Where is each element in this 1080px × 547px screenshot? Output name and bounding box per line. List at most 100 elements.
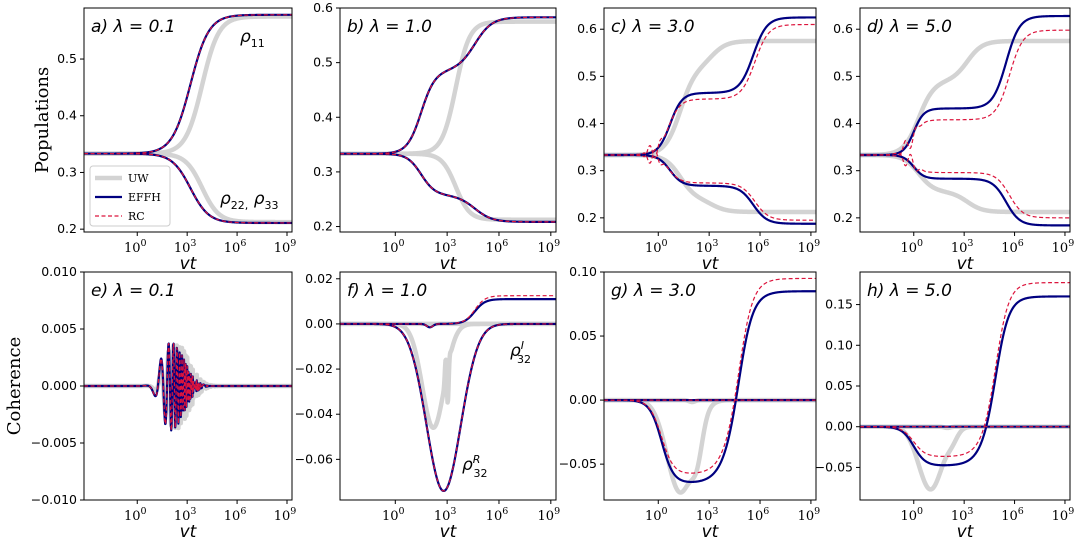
y-tick-label: 0.005 xyxy=(41,321,77,336)
legend-label-rc: RC xyxy=(128,210,145,223)
x-tick-label: 109 xyxy=(274,506,297,524)
series-rc-line-1 xyxy=(340,16,556,155)
panel-title: e) λ = 0.1 xyxy=(91,281,176,301)
axes-frame xyxy=(339,7,557,233)
series-rc-line-imag xyxy=(340,295,556,328)
panel-c: 100 103 106 109 0.2 0.3 0.4 0.5 0.6 vt c) λ = 3.0 xyxy=(577,7,821,274)
series-effh-line-2 xyxy=(340,152,556,223)
annotation: ρR 32 xyxy=(462,453,487,480)
x-axis-label: vt xyxy=(702,254,720,274)
x-tick-label: 106 xyxy=(747,238,770,256)
y-tick-label: 0.05 xyxy=(825,378,853,393)
annotation: ρI 32 xyxy=(510,339,531,366)
series-uw-line-2 xyxy=(340,151,556,222)
x-axis-label: vt xyxy=(957,522,975,542)
x-tick-label: 109 xyxy=(798,506,821,524)
series-group xyxy=(84,342,292,432)
series-rc-line-2 xyxy=(604,149,816,221)
panel-title: b) λ = 1.0 xyxy=(347,17,432,37)
series-group xyxy=(84,13,292,225)
x-tick-label: 109 xyxy=(1052,238,1075,256)
y-tick-label: 0.10 xyxy=(825,337,853,352)
x-tick-label: 100 xyxy=(124,238,147,256)
x-tick-label: 109 xyxy=(798,238,821,256)
annotation: ρ22, ρ33 xyxy=(220,189,279,212)
x-tick-label: 103 xyxy=(696,238,719,256)
series-uw-line-2 xyxy=(604,152,816,215)
y-tick-label: 0.5 xyxy=(577,68,597,83)
y-tick-label: 0.5 xyxy=(833,68,853,83)
series-group xyxy=(340,16,556,223)
y-tick-label: −0.05 xyxy=(815,459,853,474)
x-tick-label: 103 xyxy=(951,238,974,256)
axes-frame xyxy=(603,271,817,501)
panel-title: f) λ = 1.0 xyxy=(347,281,427,301)
series-rc-line-1 xyxy=(604,23,816,159)
panel-h: 100 103 106 109 −0.05 0.00 0.05 0.10 0.15 vt h) λ … xyxy=(815,271,1075,542)
series-rc-line-real xyxy=(860,281,1070,458)
x-tick-label: 103 xyxy=(434,506,457,524)
y-tick-label: 0.6 xyxy=(833,21,853,36)
series-rc-line-real xyxy=(604,277,816,474)
axes-frame xyxy=(603,7,817,233)
y-tick-label: −0.05 xyxy=(559,456,597,471)
series-rc-line-1 xyxy=(860,29,1070,156)
axes-frame xyxy=(859,7,1071,233)
x-tick-label: 106 xyxy=(747,506,770,524)
y-tick-label: 0.4 xyxy=(577,116,597,131)
panel-e: 100 103 106 109 −0.010 −0.005 0.000 0.005 0.010 v… xyxy=(31,264,297,542)
panel-title: a) λ = 0.1 xyxy=(91,17,176,37)
x-tick-label: 106 xyxy=(1001,238,1024,256)
y-tick-label: 0.2 xyxy=(577,210,597,225)
series-effh-line-2 xyxy=(860,153,1070,227)
y-tick-label: 0.2 xyxy=(313,219,333,234)
legend-label-effh: EFFH xyxy=(128,191,161,204)
x-tick-label: 106 xyxy=(224,506,247,524)
series-effh-line-real xyxy=(604,290,816,484)
y-tick-label: 0.3 xyxy=(57,164,77,179)
panel-a: 100 103 106 109 0.2 0.3 0.4 0.5 vt a) λ = 0.1 ρ11 ρ… xyxy=(57,7,296,274)
series-effh-line-1 xyxy=(340,16,556,155)
x-tick-label: 103 xyxy=(174,238,197,256)
legend-frame xyxy=(89,165,171,227)
legend: UW EFFH RC xyxy=(89,165,171,227)
x-tick-label: 103 xyxy=(434,238,457,256)
x-axis-label: vt xyxy=(957,254,975,274)
series-uw-line-2 xyxy=(860,152,1070,215)
x-tick-label: 100 xyxy=(900,238,923,256)
y-tick-label: 0.6 xyxy=(313,0,333,15)
y-tick-label: 0.3 xyxy=(313,164,333,179)
x-tick-label: 100 xyxy=(382,506,405,524)
series-group xyxy=(860,14,1070,227)
y-tick-label: 0.4 xyxy=(313,109,333,124)
series-rc-line-2 xyxy=(860,153,1070,219)
legend-label-uw: UW xyxy=(128,172,149,185)
panel-d: 100 103 106 109 0.2 0.3 0.4 0.5 0.6 vt d) λ = 5.0 xyxy=(833,7,1075,274)
y-tick-label: 0.00 xyxy=(305,316,333,331)
series-effh-line-real xyxy=(860,295,1070,467)
series-uw-line-real xyxy=(604,397,816,495)
x-tick-label: 106 xyxy=(486,506,509,524)
series-uw-line-1 xyxy=(604,38,816,158)
y-tick-label: 0.00 xyxy=(825,419,853,434)
x-tick-label: 100 xyxy=(382,238,405,256)
x-tick-label: 109 xyxy=(538,506,561,524)
x-axis-label: vt xyxy=(702,522,720,542)
series-rc-line-real xyxy=(84,342,292,432)
x-tick-label: 109 xyxy=(1052,506,1075,524)
series-group xyxy=(340,295,556,493)
series-group xyxy=(604,277,816,495)
x-axis-label: vt xyxy=(180,254,198,274)
y-tick-label: −0.06 xyxy=(295,451,333,466)
y-tick-label: −0.010 xyxy=(31,492,77,507)
y-tick-label: 0.15 xyxy=(825,297,853,312)
panel-title: g) λ = 3.0 xyxy=(611,281,696,301)
y-tick-label: 0.05 xyxy=(569,328,597,343)
x-axis-label: vt xyxy=(180,522,198,542)
x-tick-label: 106 xyxy=(1001,506,1024,524)
y-tick-label: 0.3 xyxy=(577,163,597,178)
row-label-coherence: Coherence xyxy=(4,337,25,435)
y-tick-label: −0.04 xyxy=(295,406,333,421)
y-tick-label: 0.02 xyxy=(305,271,333,286)
y-tick-label: 0.2 xyxy=(57,221,77,236)
